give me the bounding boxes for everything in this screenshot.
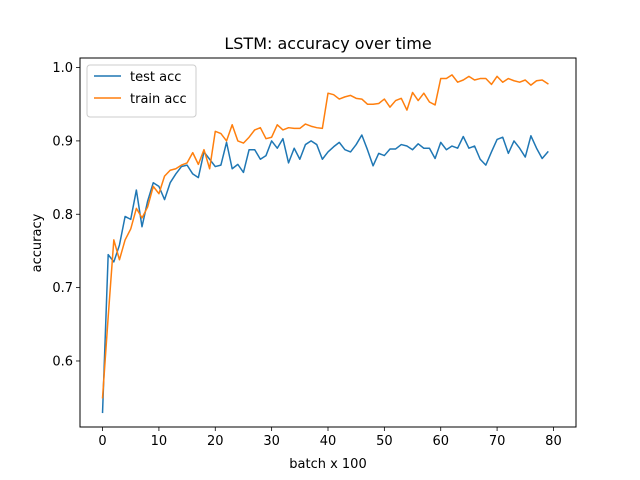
plot-area: 0 10 20 30 40 50 60 70 80 0.6 0.7 0.8 0.9 1.0: [52, 57, 577, 449]
y-axis-label: accuracy: [30, 213, 45, 272]
x-tick-label: 40: [320, 434, 337, 449]
x-tick-label: 20: [207, 434, 224, 449]
x-tick-label: 0: [98, 434, 106, 449]
series-line-test-acc: [101, 134, 549, 414]
y-tick-label: 0.9: [52, 134, 73, 149]
x-axis: 0 10 20 30 40 50 60 70 80: [98, 427, 562, 449]
x-axis-label: batch x 100: [289, 457, 366, 472]
series-lines: [101, 74, 549, 414]
y-tick-label: 0.6: [52, 354, 73, 369]
legend: test acc train acc: [86, 64, 197, 118]
axes-frame: [79, 57, 577, 428]
y-tick-label: 1.0: [52, 61, 73, 76]
x-tick-label: 70: [489, 434, 506, 449]
x-tick-label: 50: [376, 434, 393, 449]
chart-title: LSTM: accuracy over time: [224, 34, 431, 53]
x-tick-label: 10: [151, 434, 168, 449]
x-tick-label: 30: [263, 434, 280, 449]
x-tick-label: 60: [432, 434, 449, 449]
legend-label: test acc: [130, 70, 181, 85]
y-axis: 0.6 0.7 0.8 0.9 1.0: [52, 61, 80, 369]
legend-box: [86, 64, 197, 118]
y-tick-label: 0.7: [52, 281, 73, 296]
series-line-train-acc: [101, 74, 549, 399]
y-tick-label: 0.8: [52, 208, 73, 223]
legend-label: train acc: [130, 92, 187, 107]
x-tick-label: 80: [545, 434, 562, 449]
